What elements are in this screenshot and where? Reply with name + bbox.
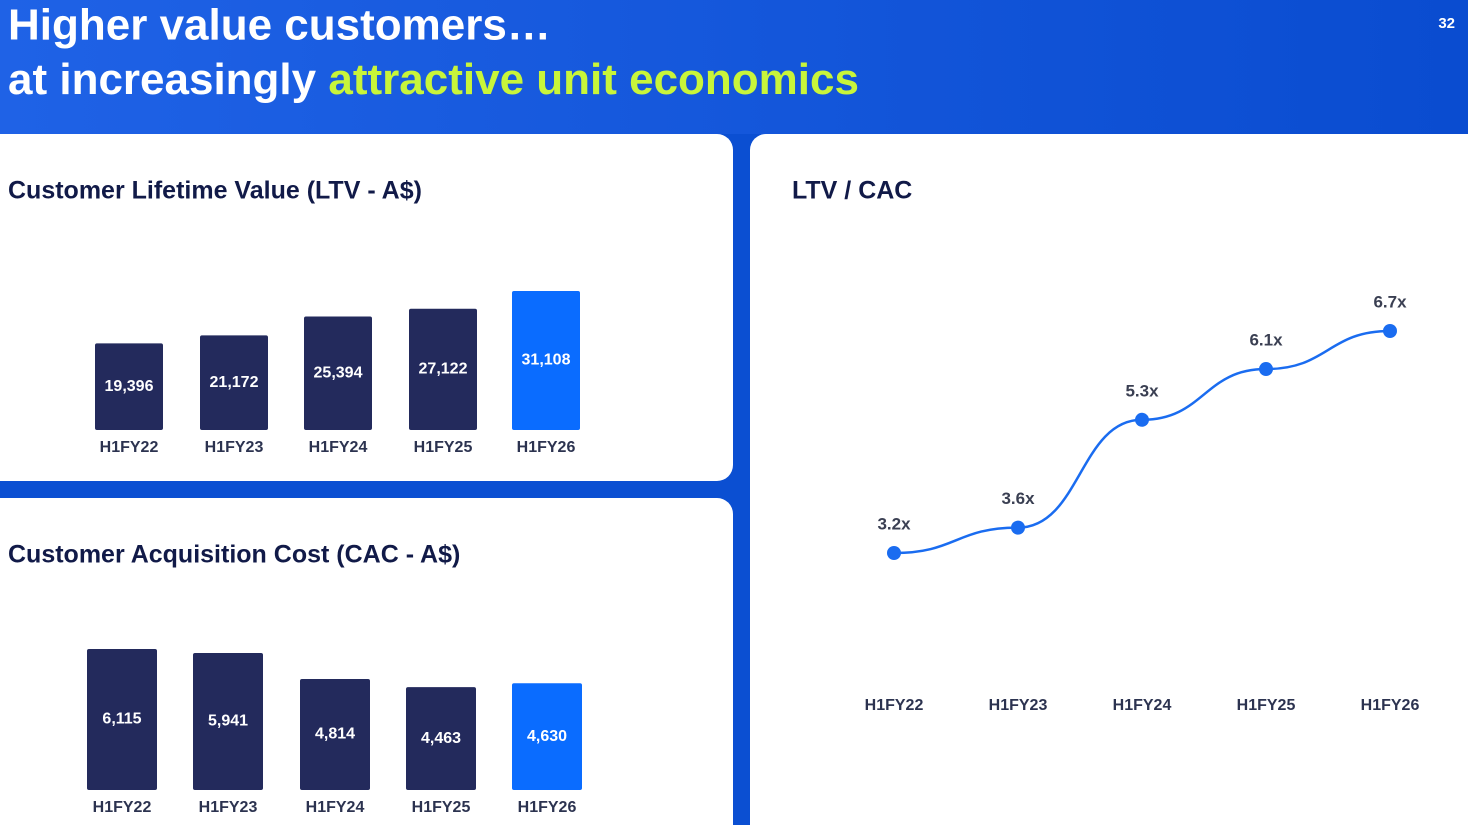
value-label: 21,172 — [210, 374, 259, 391]
value-label: 3.6x — [1001, 489, 1035, 508]
x-tick-label: H1FY24 — [1113, 697, 1172, 714]
chart-title: LTV / CAC — [792, 177, 912, 205]
value-label: 6,115 — [102, 711, 141, 728]
x-tick-label: H1FY23 — [199, 799, 258, 816]
x-tick-label: H1FY26 — [517, 439, 576, 456]
panel — [750, 134, 1468, 825]
x-tick-label: H1FY24 — [309, 439, 368, 456]
bar — [406, 687, 476, 790]
x-tick-label: H1FY22 — [100, 439, 159, 456]
value-label: 5,941 — [208, 713, 248, 730]
value-label: 27,122 — [419, 361, 468, 378]
title: Higher value customers… — [8, 1, 551, 50]
x-tick-label: H1FY23 — [205, 439, 264, 456]
value-label: 6.7x — [1373, 292, 1407, 311]
bar — [300, 678, 370, 790]
value-label: 4,630 — [527, 728, 567, 745]
value-label: 4,463 — [421, 730, 461, 747]
x-tick-label: H1FY22 — [865, 697, 924, 714]
value-label: 3.2x — [877, 514, 911, 533]
point — [1011, 520, 1025, 535]
x-tick-label: H1FY25 — [1237, 697, 1296, 714]
chart-title: Customer Lifetime Value (LTV - A$) — [8, 177, 422, 205]
x-tick-label: H1FY26 — [518, 799, 577, 816]
header-band — [0, 0, 1468, 134]
point — [1259, 362, 1273, 377]
page-number: 32 — [1438, 15, 1455, 32]
subtitle: at increasingly attractive unit economic… — [8, 55, 859, 104]
value-label: 19,396 — [105, 378, 154, 395]
value-label: 31,108 — [522, 352, 571, 369]
value-label: 4,814 — [315, 726, 355, 743]
value-label: 5.3x — [1125, 381, 1159, 400]
bar — [512, 291, 580, 430]
x-tick-label: H1FY24 — [306, 799, 365, 816]
chart-title: Customer Acquisition Cost (CAC - A$) — [8, 541, 460, 569]
bar — [193, 653, 263, 790]
point — [1135, 412, 1149, 427]
bar — [512, 683, 582, 790]
bar — [304, 316, 372, 430]
x-tick-label: H1FY23 — [989, 697, 1048, 714]
bar — [95, 343, 163, 430]
x-tick-label: H1FY22 — [93, 799, 152, 816]
subtitle-plain: at increasingly — [8, 55, 317, 104]
subtitle-highlight: attractive unit economics — [328, 55, 859, 104]
point — [1383, 324, 1397, 338]
x-tick-label: H1FY26 — [1361, 697, 1420, 714]
bar — [87, 649, 157, 790]
bar — [200, 335, 268, 430]
point — [887, 546, 901, 560]
bar — [409, 308, 477, 430]
x-tick-label: H1FY25 — [414, 439, 473, 456]
x-tick-label: H1FY25 — [412, 799, 471, 816]
value-label: 25,394 — [314, 364, 363, 381]
value-label: 6.1x — [1249, 331, 1283, 350]
